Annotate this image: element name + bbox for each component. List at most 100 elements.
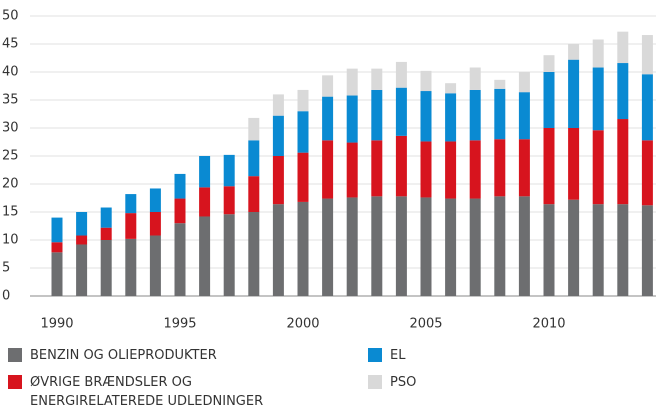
y-tick-label: 20 <box>2 177 19 192</box>
bar-segment <box>543 55 555 72</box>
bar-segment <box>543 128 555 205</box>
legend-label: BENZIN OG OLIEPRODUKTER <box>30 348 217 363</box>
x-tick-label: 2000 <box>286 317 319 331</box>
bar-segment <box>100 227 112 240</box>
legend-swatch <box>368 348 382 362</box>
bar-segment <box>149 188 161 212</box>
y-tick-label: 45 <box>2 37 19 52</box>
bar-segment <box>445 198 457 296</box>
bar-segment <box>248 176 260 212</box>
y-tick-label: 15 <box>2 205 19 220</box>
bar-segment <box>125 238 137 296</box>
y-tick-label: 25 <box>2 149 19 164</box>
bar-segment <box>174 223 186 296</box>
bar-segment <box>199 156 211 188</box>
bar-segment <box>51 252 63 296</box>
bar-segment <box>322 75 334 97</box>
bar-segment <box>445 141 457 199</box>
bar-segment <box>395 196 407 296</box>
bar-segment <box>395 61 407 88</box>
y-tick-label: 50 <box>2 9 19 24</box>
x-tick-label: 2010 <box>532 317 565 331</box>
bar-segment <box>322 96 334 141</box>
bar-segment <box>272 156 284 205</box>
bar-segment <box>395 87 407 136</box>
plot: 0 5 10 15 20 25 30 35 40 45 50 1990 1995 2000 2005 2010 <box>2 9 656 332</box>
bar-segment <box>641 35 653 75</box>
y-tick-label: 30 <box>2 121 19 136</box>
bar-segment <box>322 198 334 296</box>
y-tick-label: 5 <box>2 261 10 276</box>
bar-segment <box>248 117 260 141</box>
bar-segment <box>469 67 481 90</box>
bar-segment <box>420 197 432 296</box>
legend-label: PSO <box>390 375 417 390</box>
bar-segment <box>494 88 506 140</box>
y-tick-label: 40 <box>2 65 19 80</box>
bar-segment <box>592 67 604 131</box>
bar-segment <box>445 83 457 94</box>
bar-segment <box>395 135 407 197</box>
bar-segment <box>322 140 334 199</box>
bar-segment <box>568 128 580 200</box>
bar-segment <box>494 196 506 296</box>
bar-segment <box>223 186 235 215</box>
bar-segment <box>371 68 383 90</box>
bar-segment <box>518 139 530 197</box>
bar-segment <box>469 198 481 296</box>
bar-segment <box>592 39 604 68</box>
bar-segment <box>248 212 260 296</box>
bar-segment <box>617 31 629 64</box>
bar-segment <box>568 59 580 128</box>
bar-segment <box>494 139 506 197</box>
bar-segment <box>76 235 88 245</box>
legend-swatch <box>368 375 382 389</box>
bar-segment <box>420 91 432 142</box>
bar-segment <box>641 205 653 296</box>
bar-segment <box>149 212 161 236</box>
bar-segment <box>174 198 186 224</box>
bar-segment <box>568 44 580 60</box>
bar-segment <box>518 92 530 140</box>
bar-segment <box>223 154 235 187</box>
bar-segment <box>174 173 186 199</box>
x-tick-label: 1990 <box>40 317 73 331</box>
bar-segment <box>592 204 604 296</box>
bar-segment <box>346 68 358 96</box>
bar-segment <box>371 89 383 141</box>
bar-segment <box>100 207 112 228</box>
bar-segment <box>371 140 383 197</box>
bar-segment <box>617 63 629 120</box>
bar-segment <box>346 142 358 198</box>
bar-segment <box>371 196 383 296</box>
bar-segment <box>149 235 161 296</box>
bar-segment <box>76 212 88 236</box>
bar-segment <box>543 72 555 128</box>
bar-segment <box>617 119 629 205</box>
bar-segment <box>76 244 88 296</box>
legend-swatch <box>8 375 22 389</box>
bar-segment <box>420 70 432 92</box>
legend-swatch <box>8 348 22 362</box>
bar-segment <box>494 79 506 89</box>
bar-segment <box>272 204 284 296</box>
bar-segment <box>297 152 309 202</box>
bar-segment <box>297 89 309 112</box>
x-tick-label: 2005 <box>409 317 442 331</box>
bar-segment <box>518 72 530 93</box>
bar-segment <box>543 204 555 296</box>
bar-segment <box>346 197 358 296</box>
bar-segment <box>346 95 358 143</box>
bar-segment <box>420 141 432 198</box>
bar-segment <box>568 199 580 296</box>
bar-segment <box>199 216 211 296</box>
x-tick-label: 1995 <box>163 317 196 331</box>
bar-segment <box>51 217 63 243</box>
bar-segment <box>297 111 309 153</box>
bar-segment <box>297 201 309 296</box>
y-tick-label: 0 <box>2 289 10 304</box>
bar-segment <box>518 196 530 296</box>
legend-label: ØVRIGE BRÆNDSLER OG ENERGIRELATEREDE UDL… <box>30 375 264 409</box>
bar-segment <box>272 94 284 116</box>
